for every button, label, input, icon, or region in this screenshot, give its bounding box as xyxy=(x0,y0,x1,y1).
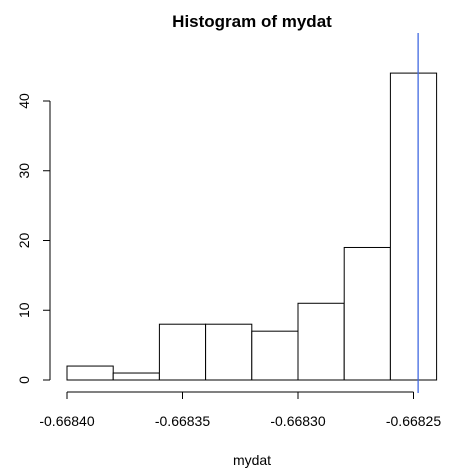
histogram-bar-4 xyxy=(205,323,253,381)
x-tick-label: -0.66835 xyxy=(155,413,210,429)
histogram-bar-6 xyxy=(297,302,345,381)
chart-title: Histogram of mydat xyxy=(172,12,332,31)
y-tick-label: 40 xyxy=(16,93,32,109)
histogram-bar-8 xyxy=(389,72,438,381)
x-axis-label: mydat xyxy=(233,452,271,468)
x-axis: -0.66840 -0.66835 -0.66830 -0.66825 xyxy=(39,391,441,429)
histogram-bar-3 xyxy=(158,323,207,381)
y-tick-label: 30 xyxy=(16,163,32,179)
y-axis: 0 10 20 30 40 xyxy=(16,93,51,384)
y-tick-label: 20 xyxy=(16,233,32,249)
bars-group xyxy=(66,72,438,381)
x-tick-label: -0.66830 xyxy=(270,413,325,429)
histogram-bar-1 xyxy=(66,365,114,381)
histogram-bar-7 xyxy=(343,246,391,381)
x-tick-label: -0.66825 xyxy=(386,413,441,429)
x-tick-label: -0.66840 xyxy=(39,413,94,429)
histogram-bar-2 xyxy=(112,372,160,381)
y-tick-label: 10 xyxy=(16,302,32,318)
histogram-bar-5 xyxy=(251,330,299,381)
y-tick-label: 0 xyxy=(16,376,32,384)
